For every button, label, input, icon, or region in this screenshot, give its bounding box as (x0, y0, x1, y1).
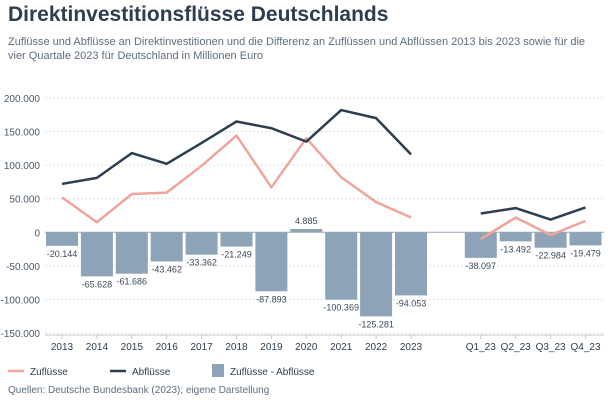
legend-differenz-swatch (212, 364, 224, 377)
bar-label: 4.885 (295, 216, 318, 226)
bar-label: -125.281 (358, 319, 394, 329)
bar-label: -22.984 (535, 251, 566, 261)
x-tick-label: 2020 (295, 342, 318, 353)
bar-label: -87.893 (256, 294, 287, 304)
bar-label: -20.144 (47, 249, 78, 259)
bar (46, 232, 78, 246)
y-tick-label: 100.000 (4, 161, 41, 172)
x-tick-label: 2017 (190, 342, 213, 353)
x-tick-label: 2013 (51, 342, 74, 353)
x-tick-label: 2016 (156, 342, 179, 353)
y-tick-label: -100.000 (1, 295, 41, 306)
y-tick-label: 50.000 (9, 195, 40, 206)
bar (150, 232, 183, 262)
bar (185, 232, 218, 255)
y-tick-label: 150.000 (4, 128, 41, 139)
bar (395, 232, 427, 296)
y-tick-label: -50.000 (6, 262, 40, 273)
bar-label: -38.097 (466, 261, 497, 271)
bar (499, 232, 532, 242)
bar-label: -61.686 (117, 277, 148, 287)
x-tick-label: Q4_23 (570, 342, 600, 353)
bar-label: -94.053 (396, 298, 427, 308)
x-tick-label: 2015 (121, 342, 144, 353)
bar (325, 232, 358, 300)
x-tick-label: 2019 (260, 342, 283, 353)
bar (464, 232, 497, 258)
bar-label: -21.249 (221, 250, 252, 260)
bar (115, 232, 148, 274)
bar-label: -65.628 (82, 279, 113, 289)
bar-label: -13.492 (500, 244, 531, 254)
x-tick-label: 2018 (225, 342, 248, 353)
x-tick-label: Q2_23 (501, 342, 531, 353)
chart-title: Direktinvestitionsflüsse Deutschlands (8, 3, 389, 26)
chart-subtitle: Zuflüsse und Abflüsse an Direktinvestiti… (8, 36, 586, 62)
bar (255, 232, 288, 292)
x-tick-label: 2021 (330, 342, 353, 353)
x-tick-label: Q1_23 (466, 342, 496, 353)
y-tick-label: -150.000 (1, 329, 41, 340)
bar-label: -43.462 (151, 264, 182, 274)
bar (290, 229, 323, 233)
line-abfluesse (61, 108, 412, 186)
line-abfluesse (480, 206, 586, 221)
x-tick-label: 2023 (400, 342, 423, 353)
y-tick-label: 200.000 (4, 94, 41, 105)
source-note: Quellen: Deutsche Bundesbank (2023); eig… (8, 385, 270, 396)
x-tick-label: Q3_23 (536, 342, 566, 353)
bar (569, 232, 602, 246)
bar (534, 232, 567, 248)
legend-differenz-label: Zuflüsse - Abflüsse (230, 367, 315, 378)
bar (220, 232, 253, 247)
x-tick-label: 2014 (86, 342, 109, 353)
bar-label: -33.362 (186, 258, 217, 268)
y-tick-label: 0 (34, 228, 40, 239)
bar (360, 232, 393, 317)
x-tick-label: 2022 (365, 342, 388, 353)
line-zufluesse (480, 216, 586, 241)
bar (80, 232, 113, 277)
legend-zufluesse-label: Zuflüsse (30, 367, 68, 378)
line-zufluesse (61, 134, 412, 224)
bar-label: -19.479 (570, 248, 601, 258)
legend-abfluesse-label: Abflüsse (132, 367, 171, 378)
bar-label: -100.369 (323, 303, 359, 313)
